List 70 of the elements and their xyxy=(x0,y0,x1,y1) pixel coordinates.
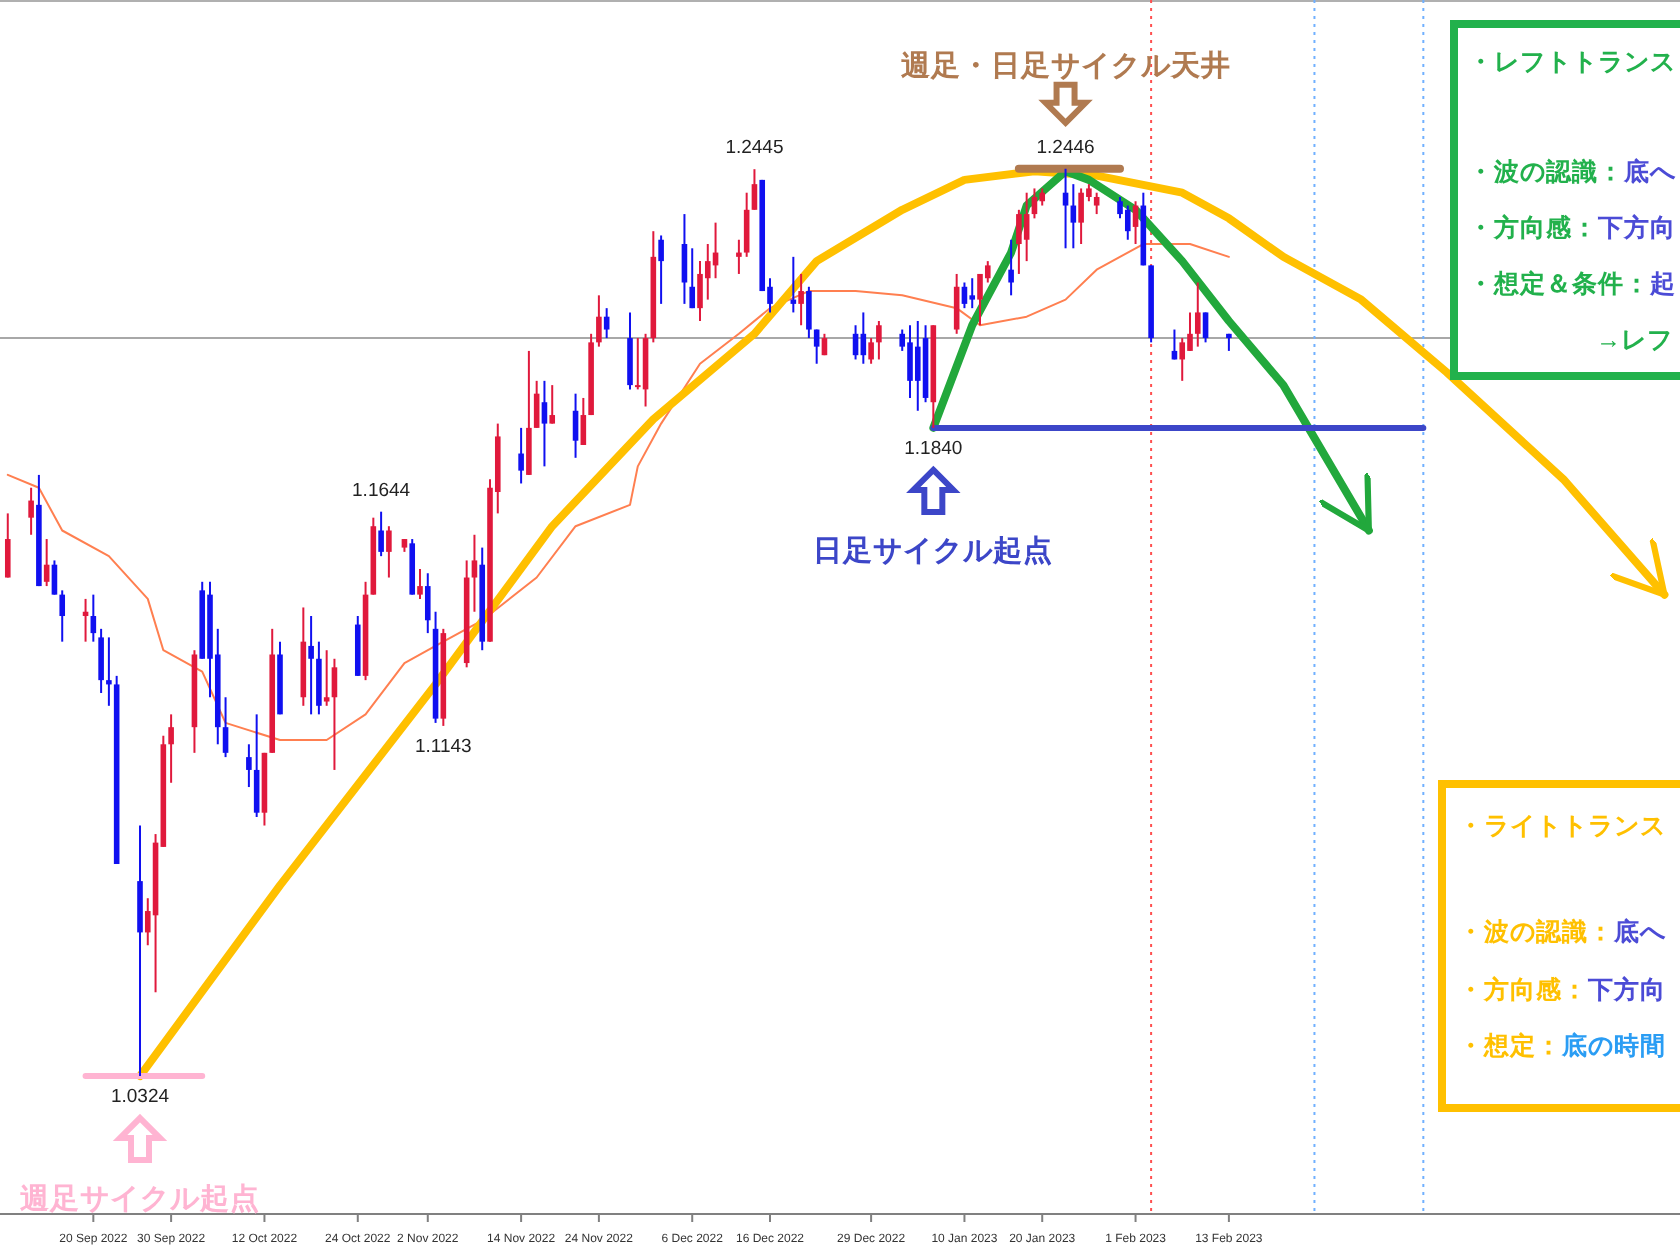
candlestick xyxy=(806,285,812,340)
text: 週足サイクル起点 xyxy=(18,1182,260,1217)
candlestick xyxy=(28,486,34,536)
candlestick xyxy=(222,696,229,759)
candlestick xyxy=(689,247,696,310)
candlestick xyxy=(1202,311,1209,344)
candlestick xyxy=(627,311,633,391)
candlestick xyxy=(4,512,11,579)
annotation: ・波の認識：底へ xyxy=(1458,916,1668,946)
annotation: →レフ xyxy=(1596,326,1673,354)
candlestick xyxy=(518,426,524,485)
text: ・レフトトランス xyxy=(1468,48,1676,76)
candlestick xyxy=(323,649,330,707)
candlestick xyxy=(378,510,384,558)
annotation: ・想定＆条件：起 xyxy=(1468,268,1676,298)
candlestick xyxy=(969,277,976,310)
annotation: 1.1840 xyxy=(904,437,963,460)
candlestick xyxy=(743,191,750,258)
candlestick xyxy=(1008,238,1014,297)
candlestick xyxy=(253,713,260,818)
candlestick xyxy=(1187,311,1193,352)
candlestick xyxy=(1124,204,1131,241)
candlestick xyxy=(308,615,314,716)
annotation: 1.0324 xyxy=(110,1086,170,1109)
candlestick xyxy=(424,572,431,635)
candlestick xyxy=(798,272,804,327)
candlestick xyxy=(59,589,66,643)
candlestick xyxy=(658,234,664,305)
candlestick xyxy=(697,260,703,322)
candlestick xyxy=(596,294,602,348)
candlestick xyxy=(526,349,532,476)
candlestick xyxy=(417,567,423,600)
candlestick xyxy=(876,319,882,361)
annotation: ・方向感：下方向 xyxy=(1458,974,1666,1004)
candlestick xyxy=(471,533,478,613)
candlestick xyxy=(1093,191,1100,216)
candlestick xyxy=(1016,208,1022,275)
candlestick xyxy=(168,713,174,784)
candlestick xyxy=(634,337,641,391)
candlestick xyxy=(603,307,610,340)
annotation: 日足サイクル起点 xyxy=(813,533,1054,568)
annotation: ・想定：底の時間 xyxy=(1458,1030,1666,1060)
annotation: 1.2446 xyxy=(1036,136,1095,159)
candlestick xyxy=(98,627,104,694)
candlestick xyxy=(541,379,548,468)
annotation: ・波の認識：底へ xyxy=(1468,156,1678,186)
candlestick xyxy=(736,238,742,275)
annotation: 1.1644 xyxy=(352,479,411,502)
candlestick xyxy=(868,337,874,365)
candlestick xyxy=(704,243,711,301)
candlestick xyxy=(386,525,392,579)
annotation: 1.2445 xyxy=(725,137,784,160)
candlestick xyxy=(914,319,921,412)
annotation: 1.1143 xyxy=(414,735,472,758)
candlestick xyxy=(1062,167,1069,250)
candlestick xyxy=(1023,191,1030,263)
candlestick xyxy=(106,636,112,707)
candlestick xyxy=(1194,281,1201,348)
annotation: ・方向感：下方向 xyxy=(1468,212,1676,242)
candlestick xyxy=(1179,337,1186,382)
candlestick xyxy=(1078,187,1084,246)
candlestick xyxy=(549,384,556,425)
candlestick xyxy=(953,272,960,335)
candlestick xyxy=(246,743,252,789)
candlestick xyxy=(316,640,322,716)
candlestick xyxy=(977,272,983,327)
text: 週足・日足サイクル天井 xyxy=(898,48,1231,83)
candlestick xyxy=(907,324,913,399)
annotation: ・ライトトランス xyxy=(1458,812,1666,840)
candlestick xyxy=(751,168,758,211)
